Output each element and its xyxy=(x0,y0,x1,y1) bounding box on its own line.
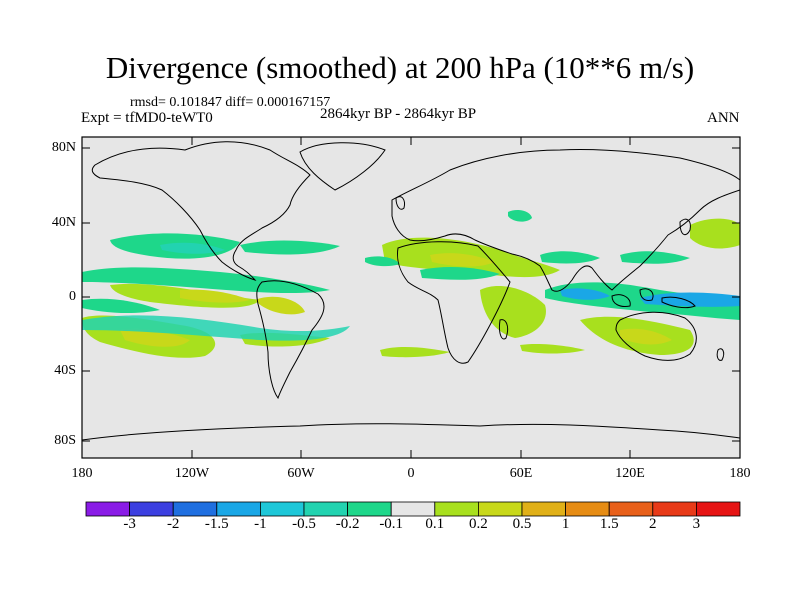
lat-label: 40S xyxy=(54,363,76,378)
coast-islands xyxy=(611,294,631,307)
colorbar-label: 1 xyxy=(561,516,570,532)
shade-negative xyxy=(540,251,600,264)
colorbar-swatch xyxy=(129,501,174,517)
colorbar-swatch xyxy=(434,501,479,517)
colorbar-swatch xyxy=(347,501,392,517)
colorbar-label: -1.5 xyxy=(204,516,229,532)
shade-positive xyxy=(380,346,450,358)
colorbar-label: 2 xyxy=(649,516,657,532)
lon-label: 60E xyxy=(509,466,533,481)
coast-new-zealand xyxy=(716,348,725,361)
colorbar-swatch xyxy=(216,501,261,517)
colorbar xyxy=(85,501,741,517)
coast-madagascar xyxy=(499,319,509,340)
shade-positive xyxy=(255,296,305,315)
colorbar-label: 0.5 xyxy=(512,516,532,532)
shade-positive xyxy=(520,343,585,354)
coast-antarctica xyxy=(82,423,740,441)
stats-text: rmsd= 0.101847 diff= 0.000167157 xyxy=(130,95,331,110)
lon-label: 0 xyxy=(407,466,415,481)
coast-greenland xyxy=(299,142,386,191)
colorbar-swatch xyxy=(390,501,436,517)
period-label: 2864kyr BP - 2864kyr BP xyxy=(320,106,477,122)
colorbar-swatch xyxy=(172,501,218,517)
colorbar-swatch xyxy=(303,501,348,517)
shade-positive xyxy=(430,253,495,267)
shade-negative xyxy=(560,288,610,300)
coast-islands xyxy=(661,296,696,309)
lat-label: 80N xyxy=(51,140,76,155)
shade-positive xyxy=(180,289,250,303)
coast-japan xyxy=(679,218,691,236)
colorbar-label: 0.2 xyxy=(469,516,488,532)
colorbar-swatch xyxy=(696,501,741,517)
shade-negative xyxy=(82,298,160,314)
coast-south-america xyxy=(256,280,325,400)
shade-negative xyxy=(508,210,532,222)
colorbar-swatch xyxy=(477,501,523,517)
coastlines xyxy=(82,141,740,441)
lon-label: 60W xyxy=(287,466,315,481)
shade-negative xyxy=(82,315,350,341)
shade-negative xyxy=(82,267,330,294)
divergence-field xyxy=(82,210,740,358)
shade-positive xyxy=(690,218,740,249)
colorbar-label: -1 xyxy=(254,516,267,532)
coast-uk xyxy=(395,196,405,210)
coast-africa xyxy=(397,241,511,364)
colorbar-label: -2 xyxy=(166,516,180,532)
shade-negative xyxy=(620,251,690,264)
lon-label: 120E xyxy=(615,466,645,481)
coast-eurasia xyxy=(391,148,740,292)
lon-label: 180 xyxy=(71,466,93,481)
coast-australia xyxy=(615,311,697,361)
shade-negative xyxy=(420,267,500,280)
season-label: ANN xyxy=(707,110,740,126)
colorbar-label: -0.2 xyxy=(335,516,360,532)
lon-label: 180 xyxy=(729,466,751,481)
lon-label: 120W xyxy=(174,466,210,481)
colorbar-swatch xyxy=(521,501,566,517)
lat-label: 40N xyxy=(51,215,76,230)
colorbar-label: -0.5 xyxy=(292,516,316,532)
shade-positive xyxy=(480,285,546,338)
colorbar-swatch xyxy=(608,501,654,517)
lat-label: 80S xyxy=(54,433,76,448)
colorbar-swatch xyxy=(652,501,697,517)
colorbar-label: 1.5 xyxy=(599,516,619,532)
colorbar-label: -3 xyxy=(123,516,136,532)
coast-north-america xyxy=(91,141,311,281)
lat-label: 0 xyxy=(69,289,76,304)
shade-negative xyxy=(240,240,340,255)
shade-negative xyxy=(365,256,400,267)
colorbar-label: 3 xyxy=(692,516,701,532)
experiment-label: Expt = tfMD0-teWT0 xyxy=(81,110,213,126)
colorbar-swatch xyxy=(259,501,305,517)
colorbar-swatch xyxy=(85,501,130,517)
coast-islands xyxy=(639,288,654,301)
map-title: Divergence (smoothed) at 200 hPa (10**6 … xyxy=(105,50,695,85)
shade-positive xyxy=(620,328,672,345)
shade-positive xyxy=(120,328,190,347)
axis-ticks xyxy=(81,137,741,458)
colorbar-swatch xyxy=(565,501,610,517)
colorbar-label: 0.1 xyxy=(425,516,445,532)
colorbar-label: -0.1 xyxy=(379,516,404,532)
